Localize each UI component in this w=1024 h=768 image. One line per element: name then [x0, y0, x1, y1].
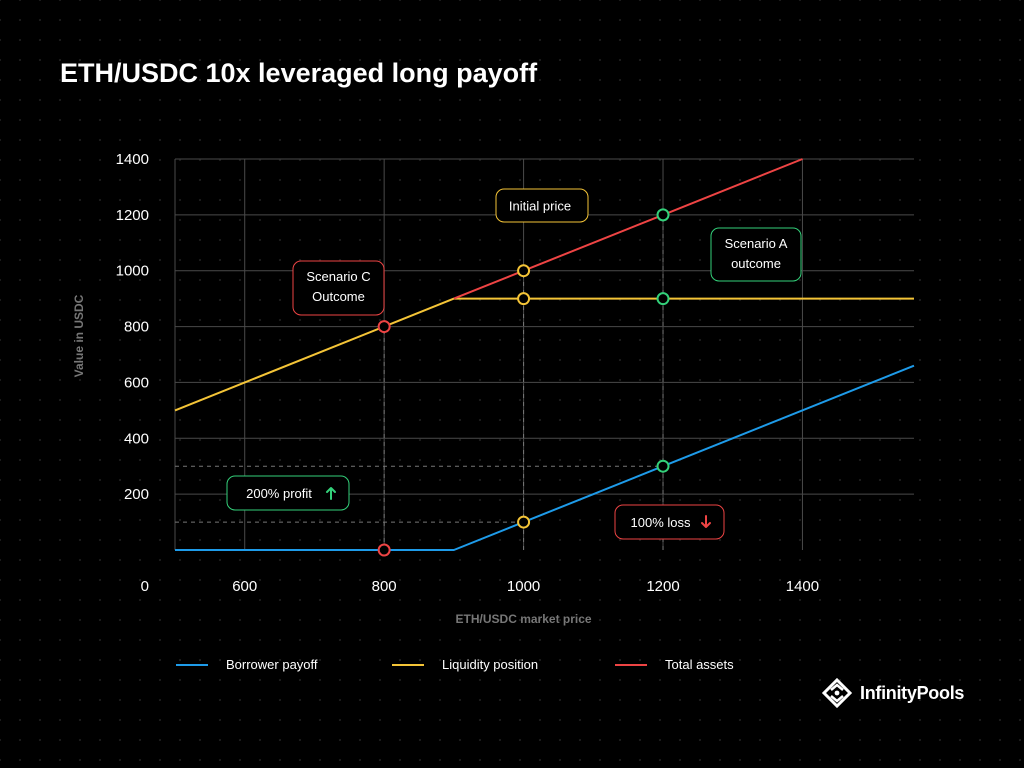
annotation-text-3: 200% profit: [246, 486, 312, 501]
annotation-text-2-0: Scenario C: [306, 269, 370, 284]
y-tick-label-5: 1000: [116, 263, 149, 280]
y-tick-label-7: 1400: [116, 151, 149, 168]
legend-swatch-total-assets: [615, 663, 647, 666]
annotation-text-2-1: Outcome: [312, 289, 365, 304]
y-tick-label-1: 200: [124, 486, 149, 503]
annotation-box-2: [292, 260, 385, 316]
legend-label-total-assets: Total assets: [665, 657, 734, 672]
series-line-liquidity-position: [174, 297, 914, 412]
data-point-marker-0: [517, 264, 531, 278]
x-tick-label-4: 1400: [786, 578, 819, 595]
y-axis-label: Value in USDC: [72, 294, 86, 377]
infinitypools-logo: InfinityPools: [822, 678, 964, 708]
data-point-marker-2: [517, 515, 531, 529]
legend-swatch-liquidity-position: [392, 663, 424, 666]
legend-label-borrower-payoff: Borrower payoff: [226, 657, 318, 672]
annotation-box-3: [226, 475, 350, 511]
legend-label-liquidity-position: Liquidity position: [442, 657, 539, 672]
y-tick-label-0: 0: [141, 578, 149, 595]
y-tick-label-2: 400: [124, 430, 149, 447]
arrow-up-icon: [326, 487, 336, 500]
y-tick-label-6: 1200: [116, 207, 149, 224]
data-point-marker-3: [377, 320, 391, 334]
data-point-marker-7: [656, 459, 670, 473]
legend-item-liquidity-position: Liquidity position: [392, 657, 538, 672]
chart-title: ETH/USDC 10x leveraged long payoff: [60, 58, 538, 88]
arrow-down-icon: [701, 515, 711, 528]
y-tick-label-3: 600: [124, 374, 149, 391]
data-point-marker-4: [377, 543, 391, 557]
data-point-marker-1: [517, 292, 531, 306]
series-line-total-assets: [453, 158, 803, 300]
brand-name: InfinityPools: [860, 682, 965, 703]
annotation-text-0: Initial price: [509, 199, 571, 214]
legend-item-borrower-payoff: Borrower payoff: [176, 657, 318, 672]
x-tick-label-1: 800: [372, 578, 397, 595]
annotation-text-4: 100% loss: [631, 515, 691, 530]
y-tick-label-4: 800: [124, 319, 149, 336]
x-axis-label: ETH/USDC market price: [456, 612, 592, 626]
infinitypools-logo-icon: [822, 678, 852, 708]
annotation-box-4: [614, 504, 725, 540]
legend-swatch-borrower-payoff: [176, 663, 208, 666]
x-tick-label-2: 1000: [507, 578, 540, 595]
data-point-marker-5: [656, 208, 670, 222]
x-tick-label-0: 600: [232, 578, 257, 595]
annotation-box-1: [710, 227, 802, 282]
data-point-marker-6: [656, 292, 670, 306]
annotation-text-1-1: outcome: [731, 256, 781, 271]
series-line-borrower-payoff: [175, 364, 915, 551]
legend-item-total-assets: Total assets: [615, 657, 734, 672]
annotation-box-0: [495, 188, 589, 223]
annotation-text-1-0: Scenario A: [725, 236, 788, 251]
x-tick-label-3: 1200: [646, 578, 679, 595]
